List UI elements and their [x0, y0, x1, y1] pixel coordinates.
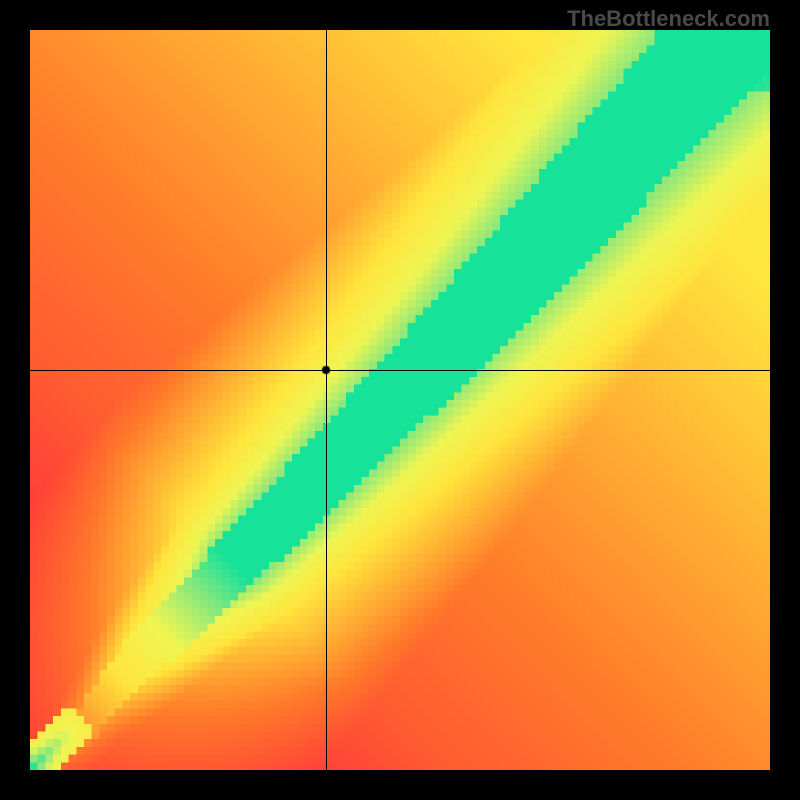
crosshair-marker: [321, 365, 331, 375]
bottleneck-heatmap: [30, 30, 770, 770]
chart-container: TheBottleneck.com: [0, 0, 800, 800]
crosshair-vertical: [326, 30, 327, 770]
watermark-text: TheBottleneck.com: [567, 6, 770, 32]
crosshair-horizontal: [30, 370, 770, 371]
